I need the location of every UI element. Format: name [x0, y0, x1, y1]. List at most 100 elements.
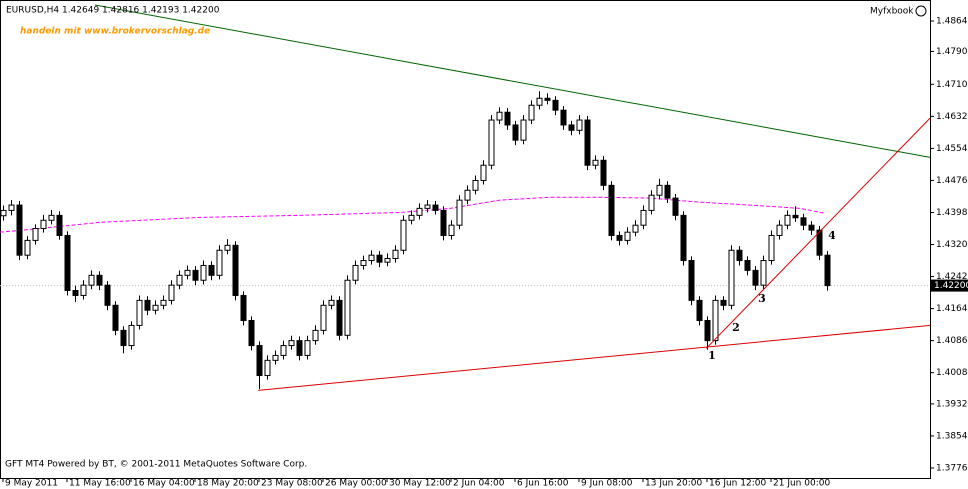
x-tick-label: 21 Jun 00:00 — [773, 479, 830, 489]
candle-body — [600, 159, 607, 186]
candle-body — [592, 159, 599, 166]
candle-body — [616, 234, 623, 241]
y-tick-label: 1.43980 — [936, 208, 968, 218]
brand-icon — [915, 5, 927, 17]
candle-body — [680, 214, 687, 262]
candle-body — [128, 324, 135, 347]
candle-body — [520, 119, 527, 141]
y-tick-label: 1.46320 — [936, 112, 968, 122]
candle-body — [480, 164, 487, 181]
y-tick-label: 1.44760 — [936, 176, 968, 186]
y-tick-label: 1.38540 — [936, 431, 968, 441]
candle-body — [496, 111, 503, 121]
candle-body — [296, 340, 303, 356]
x-tick-label: 9 Jun 08:00 — [581, 479, 633, 489]
candle-body — [392, 249, 399, 259]
trendline — [705, 117, 931, 349]
candle-body — [824, 254, 831, 287]
candle-body — [736, 249, 743, 262]
candle-body — [400, 219, 407, 251]
y-tick-label: 1.39320 — [936, 399, 968, 409]
candle-body — [744, 260, 751, 271]
x-tick-label: 6 Jun 16:00 — [517, 479, 569, 489]
candle-body — [328, 299, 335, 306]
candle-body — [528, 104, 535, 121]
trendline — [258, 324, 931, 391]
brand: Myfxbook — [870, 7, 914, 17]
candle-body — [264, 359, 271, 377]
watermark: handeln mit www.brokervorschlag.de — [20, 27, 210, 37]
candle-body — [56, 214, 63, 236]
candle-body — [40, 219, 47, 229]
y-tick-label: 1.37760 — [936, 463, 968, 473]
y-tick-label: 1.47100 — [936, 80, 968, 90]
y-tick-label: 1.42420 — [936, 272, 968, 282]
candle-body — [304, 340, 311, 356]
candle-body — [288, 340, 295, 347]
candle-body — [200, 264, 207, 281]
x-tick-label: 16 May 04:00 — [133, 479, 195, 489]
candle-body — [544, 97, 551, 101]
candle-body — [408, 214, 415, 221]
candle-body — [560, 109, 567, 126]
candle-body — [704, 320, 711, 342]
candle-body — [656, 184, 663, 196]
candle-body — [208, 264, 215, 276]
plot-frame — [0, 0, 931, 479]
candle-body — [760, 260, 767, 286]
candle-body — [728, 249, 735, 306]
candle-body — [648, 194, 655, 211]
candle-body — [216, 249, 223, 276]
footer: GFT MT4 Powered by BT, © 2001-2011 MetaQ… — [5, 460, 307, 470]
candle-body — [384, 257, 391, 263]
x-tick-label: 13 Jun 20:00 — [645, 479, 702, 489]
candle-body — [88, 274, 95, 286]
moving-average — [0, 196, 826, 233]
candle-body — [336, 299, 343, 336]
candle-body — [368, 254, 375, 262]
candle-body — [224, 244, 231, 251]
candle-body — [344, 279, 351, 336]
y-tick-label: 1.45540 — [936, 144, 968, 154]
candle-body — [672, 197, 679, 216]
candle-body — [312, 329, 319, 342]
candle-body — [64, 234, 71, 292]
candle-body — [792, 214, 799, 219]
candle-body — [624, 231, 631, 241]
candle-body — [168, 284, 175, 301]
candle-body — [8, 204, 15, 211]
candle-body — [160, 299, 167, 306]
candle-body — [640, 209, 647, 226]
x-tick-label: 9 May 2011 — [5, 479, 58, 489]
candle-body — [536, 97, 543, 106]
candle-body — [584, 119, 591, 166]
x-tick-label: 18 May 20:00 — [197, 479, 259, 489]
candle-body — [720, 299, 727, 306]
candle-body — [104, 284, 111, 306]
y-tick-label: 1.43200 — [936, 240, 968, 250]
x-tick-label: 30 May 12:00 — [389, 479, 451, 489]
candle-body — [504, 111, 511, 126]
trendline — [94, 4, 931, 158]
candle-body — [0, 209, 7, 217]
candle-body — [632, 224, 639, 233]
candle-body — [712, 299, 719, 342]
candle-body — [280, 345, 287, 356]
candle-body — [816, 229, 823, 256]
candle-body — [24, 239, 31, 256]
candle-body — [192, 269, 199, 281]
x-tick-label: 26 May 00:00 — [325, 479, 387, 489]
x-tick-label: 11 May 16:00 — [69, 479, 131, 489]
candle-body — [512, 124, 519, 141]
candle-body — [112, 304, 119, 331]
candle-body — [16, 204, 23, 256]
candle-body — [768, 234, 775, 262]
candle-body — [48, 214, 55, 221]
candle-body — [240, 294, 247, 322]
y-tick-label: 1.41640 — [936, 304, 968, 314]
wave-label: 1 — [708, 349, 716, 362]
candle-body — [248, 320, 255, 347]
candle-body — [808, 224, 815, 231]
